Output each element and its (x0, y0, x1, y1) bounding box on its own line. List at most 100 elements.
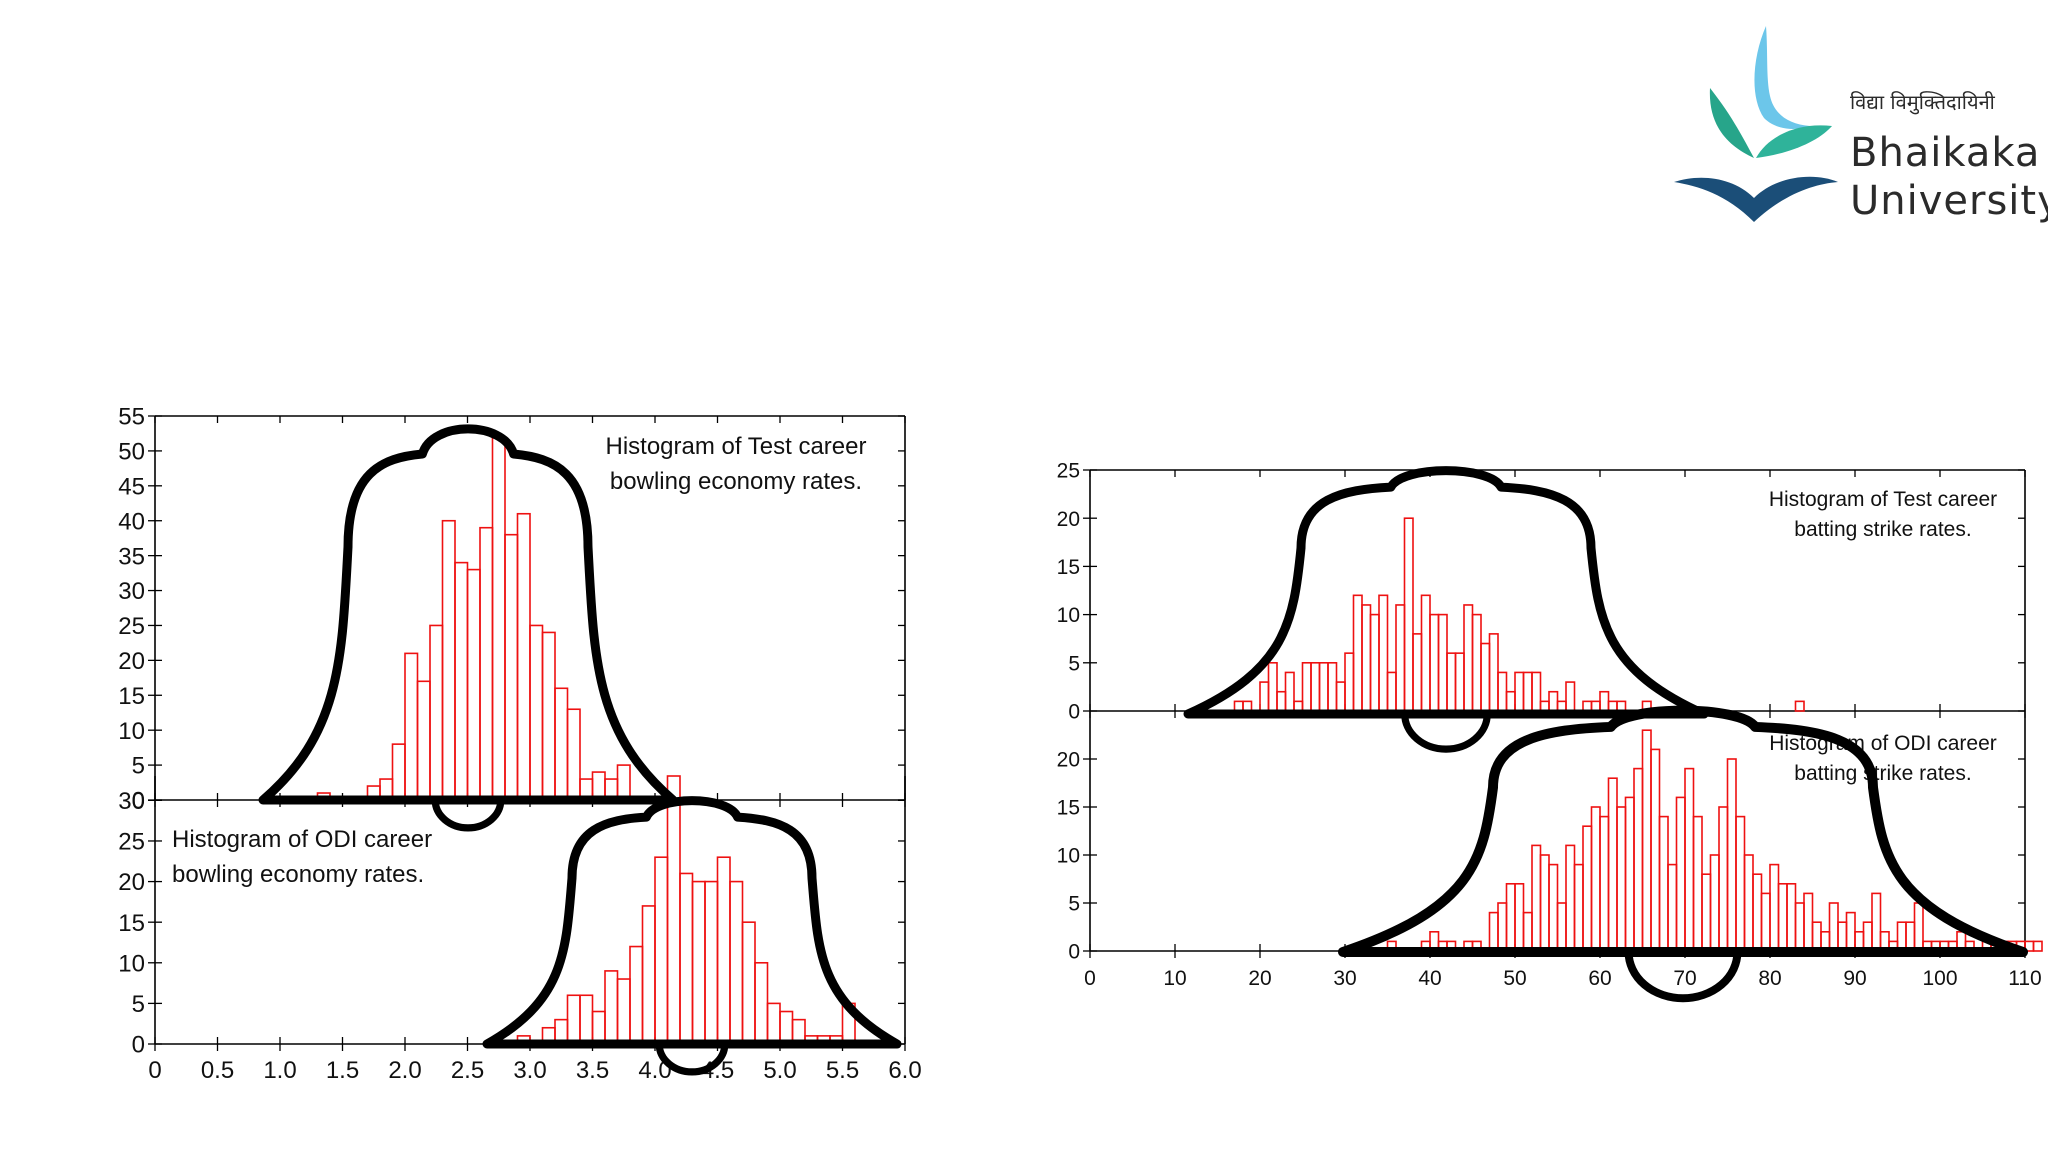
odi-batting-xtick-label: 0 (1084, 967, 1096, 990)
test-batting-bar (1378, 594, 1389, 712)
odi-bowling-bar (754, 961, 769, 1045)
odi-bowling-bar (641, 905, 656, 1045)
odi-batting-bar (1548, 863, 1559, 952)
odi-batting-bar (1913, 902, 1924, 952)
test-bowling-bar (466, 568, 481, 801)
test-batting-bar (1310, 661, 1321, 712)
odi-batting-bar (1497, 902, 1508, 952)
odi-batting-bar (1599, 815, 1610, 952)
odi-batting-bar (1862, 921, 1873, 952)
bell-outline-test-batting-clapper (1401, 710, 1491, 753)
test-bowling-bar (491, 436, 506, 801)
odi-batting-bar (1692, 815, 1703, 952)
odi-batting-xtick-label: 40 (1418, 967, 1441, 990)
test-bowling-bar (529, 624, 544, 801)
test-bowling-title-line: bowling economy rates. (610, 468, 862, 495)
odi-batting-xtick-label: 100 (1922, 967, 1957, 990)
test-bowling-bar (416, 680, 431, 801)
odi-bowling-bar (629, 945, 644, 1045)
odi-batting-bar (1488, 911, 1499, 952)
odi-batting-bar (1828, 902, 1839, 952)
odi-bowling-title-line: bowling economy rates. (172, 861, 424, 888)
test-batting-bar (1599, 690, 1610, 712)
test-bowling-bar (566, 708, 581, 801)
odi-bowling-bar (729, 880, 744, 1045)
odi-bowling-bar (716, 856, 731, 1045)
bell-outline-odi-bowling (482, 796, 902, 1049)
odi-batting-bar (1675, 796, 1686, 952)
odi-batting-xtick-label: 90 (1843, 967, 1866, 990)
odi-batting-bar (1684, 767, 1695, 952)
odi-batting-bar (1667, 863, 1678, 952)
bell-outline-test-batting (1183, 466, 1709, 719)
odi-bowling-bar (691, 880, 706, 1045)
odi-bowling-ytick-label: 25 (118, 829, 145, 856)
odi-batting-bar (1505, 882, 1516, 952)
test-bowling-bar (429, 624, 444, 801)
test-bowling-ytick-label: 40 (118, 508, 145, 535)
odi-batting-bar (1616, 806, 1627, 952)
test-bowling-ytick-label: 30 (118, 578, 145, 605)
odi-bowling-bar (666, 775, 681, 1045)
odi-batting-bar (1769, 863, 1780, 952)
odi-batting-bar (1539, 854, 1550, 952)
test-bowling-bar (554, 687, 569, 801)
test-bowling-bar (441, 519, 456, 801)
odi-batting-bar (1531, 844, 1542, 952)
odi-bowling-bar (566, 994, 581, 1045)
odi-batting-ytick-label: 0 (1068, 941, 1080, 964)
test-batting-title-line: batting strike rates. (1794, 518, 1971, 541)
test-bowling-bar (454, 561, 469, 801)
test-bowling-ytick-label: 45 (118, 473, 145, 500)
test-batting-bar (1505, 690, 1516, 712)
test-bowling-ytick-label: 0 (132, 788, 145, 815)
odi-batting-bar (1650, 748, 1661, 952)
test-bowling-bar (404, 652, 419, 801)
odi-batting-bar (1718, 806, 1729, 952)
test-batting-bar (1276, 690, 1287, 712)
odi-batting-bar (2032, 940, 2043, 952)
test-batting-bar (1454, 652, 1465, 712)
test-batting-bar (1267, 661, 1278, 712)
odi-batting-xtick-label: 60 (1588, 967, 1611, 990)
odi-batting-bar (1658, 815, 1669, 952)
logo-emblem-icon (1674, 26, 1838, 222)
bell-outline-odi-batting (1338, 705, 2028, 957)
odi-bowling-xtick-label: 1.5 (326, 1057, 359, 1084)
test-batting-ytick-label: 5 (1068, 652, 1080, 675)
odi-batting-xtick-label: 110 (2008, 967, 2041, 990)
odi-batting-bar (1735, 815, 1746, 952)
test-bowling-ytick-label: 35 (118, 543, 145, 570)
odi-batting-bar (1905, 921, 1916, 952)
test-bowling-bar (391, 743, 406, 801)
test-batting-ytick-label: 10 (1057, 604, 1080, 627)
test-batting-bar (1361, 604, 1372, 712)
logo-name-line2: University (1850, 178, 2048, 224)
logo-tagline: विद्या विमुक्तिदायिनी (1850, 90, 1995, 114)
odi-batting-bar (1633, 767, 1644, 952)
odi-bowling-ytick-label: 5 (132, 991, 145, 1018)
test-batting-bar (1471, 613, 1482, 712)
odi-bowling-bar (779, 1010, 794, 1045)
test-batting-bar (1514, 671, 1525, 712)
odi-batting-bar (1786, 882, 1797, 952)
odi-bowling-xtick-label: 0.5 (201, 1057, 234, 1084)
odi-batting-ytick-label: 20 (1057, 749, 1080, 772)
test-batting-bar (1369, 613, 1380, 712)
test-batting-bar (1548, 690, 1559, 712)
odi-batting-bar (1803, 892, 1814, 952)
test-batting-bar (1531, 671, 1542, 712)
test-batting-bar (1480, 642, 1491, 712)
logo-name-line1: Bhaikaka (1850, 130, 2041, 176)
odi-batting-bar (1590, 806, 1601, 952)
logo-swoosh-green-left (1709, 88, 1754, 158)
test-batting-ytick-label: 0 (1068, 701, 1080, 724)
odi-bowling-xtick-label: 3.5 (576, 1057, 609, 1084)
test-bowling-ytick-label: 5 (132, 753, 145, 780)
test-bowling-bar (541, 631, 556, 801)
odi-bowling-bar (654, 856, 669, 1045)
logo-swoosh-navy (1674, 176, 1838, 222)
test-bowling-ytick-label: 55 (118, 404, 145, 431)
test-bowling-bar (479, 526, 494, 801)
